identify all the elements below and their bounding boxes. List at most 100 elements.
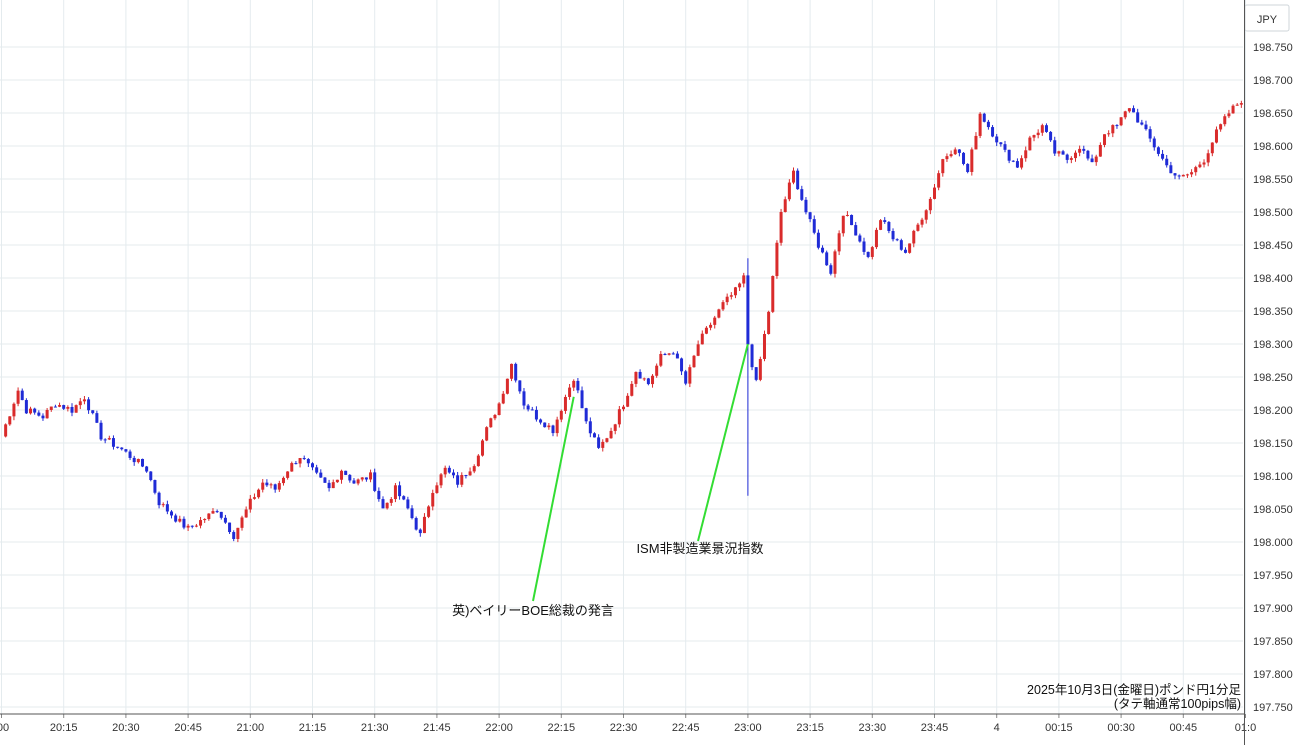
candle-down [302,458,306,460]
candle-down [966,163,970,172]
candle-up [622,406,625,410]
y-tick-label: 198.700 [1253,75,1293,87]
x-tick-label: 00:15 [1045,722,1073,734]
candle-down [103,439,107,441]
candle-up [945,156,949,160]
candle-up [58,405,62,407]
candle-down [812,219,816,233]
candle-down [228,522,232,533]
annotation-line [697,343,749,542]
candle-up [659,353,663,366]
candle-up [476,455,480,467]
candle-up [1223,116,1227,125]
candle-up [833,251,837,274]
candle-down [825,252,829,266]
y-tick-label: 197.750 [1253,702,1293,714]
x-tick-label: 22:30 [610,722,638,734]
candle-up [248,498,252,510]
candle-down [1015,161,1019,168]
candle-up [199,520,203,526]
candle-down [373,472,377,491]
candle-up [978,113,982,136]
candle-up [244,509,248,518]
candle-up [555,419,559,434]
candle-down [850,214,854,226]
candle-down [576,380,580,391]
candle-down [153,480,157,493]
x-tick-label: 22:45 [672,722,700,734]
candle-down [829,265,833,274]
candle-up [331,482,335,489]
candle-down [514,363,518,381]
candle-up [667,353,671,355]
candle-down [219,511,223,518]
candle-down [1061,151,1065,155]
candle-up [845,214,849,216]
candle-up [1210,142,1214,154]
candle-up [1111,125,1115,134]
candle-down [883,220,887,222]
candle-up [431,492,435,507]
candle-up [767,311,771,334]
candle-down [37,412,41,416]
candle-up [1185,174,1189,176]
candle-up [941,159,945,174]
candle-up [286,471,290,478]
x-tick-label: :00 [0,722,9,734]
candle-up [908,243,912,253]
y-tick-label: 198.300 [1253,339,1293,351]
candle-down [1156,147,1160,154]
candle-up [1123,111,1127,118]
candle-up [427,506,431,517]
candle-up [66,406,70,409]
candle-up [758,358,762,380]
candle-down [808,212,812,220]
candle-down [414,518,418,530]
candle-down [1173,173,1177,176]
grid-layer [0,0,1246,714]
candle-up [468,471,472,476]
candle-down [597,437,601,448]
candle-down [1152,138,1156,148]
candle-up [82,399,86,402]
candle-up [700,333,704,345]
candle-down [41,415,45,419]
candle-down [381,499,385,509]
candle-down [1065,154,1069,160]
candle-down [580,390,584,409]
candle-down [215,511,219,513]
candle-up [547,425,551,428]
candle-up [16,390,20,404]
candle-down [1140,122,1144,125]
candle-up [261,482,265,490]
candle-up [605,438,609,442]
candle-up [874,229,878,248]
candle-up [742,275,746,284]
candle-up [563,396,567,411]
candle-up [505,378,509,394]
candle-up [460,475,464,485]
candle-up [481,440,485,456]
candle-down [986,121,990,128]
x-tick-label: 20:45 [174,722,202,734]
candle-up [281,477,285,484]
candle-up [340,470,344,480]
candle-up [721,302,725,310]
candle-down [796,170,800,190]
y-tick-label: 197.850 [1253,636,1293,648]
candle-up [974,135,978,150]
candle-down [223,517,227,523]
candle-up [762,333,766,359]
candle-down [70,406,74,413]
candle-up [1032,135,1036,138]
x-tick-label: 23:30 [859,722,887,734]
candle-up [1198,164,1202,168]
candle-up [771,276,775,312]
candle-up [74,405,78,413]
candle-down [377,490,381,500]
candle-up [704,327,708,334]
candle-up [1107,133,1111,135]
candle-up [497,403,501,416]
candle-down [821,247,825,253]
x-tick-label: 00:45 [1170,722,1198,734]
